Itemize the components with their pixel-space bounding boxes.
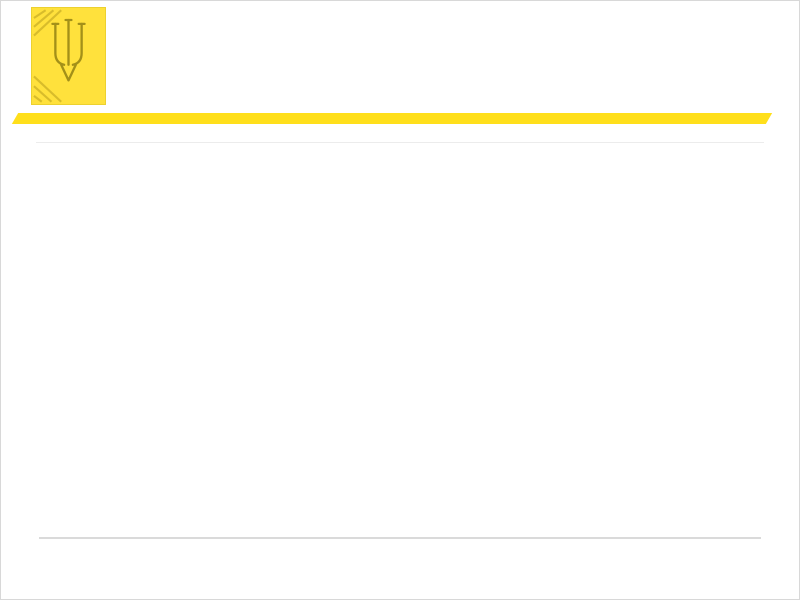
yellow-ribbon: [11, 113, 773, 124]
x-axis-baseline: [39, 537, 761, 539]
divider-line: [36, 142, 764, 143]
ukraine-trident-icon: [31, 7, 106, 105]
chart-plot-area: [56, 176, 756, 538]
bar-series: [56, 176, 756, 538]
